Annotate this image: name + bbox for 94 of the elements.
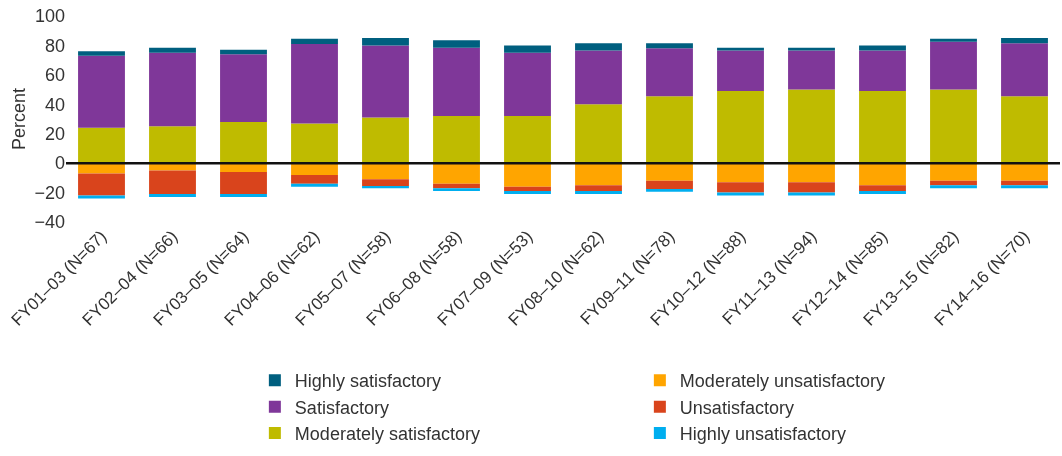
bar [291, 174, 338, 184]
bar [504, 191, 551, 195]
bar [149, 170, 196, 195]
bar [78, 51, 125, 56]
bar [362, 45, 409, 118]
bar [717, 163, 764, 183]
bar [575, 163, 622, 186]
bar [859, 91, 906, 164]
bar [646, 180, 693, 189]
bar [149, 47, 196, 53]
bar [646, 48, 693, 97]
bar [788, 163, 835, 183]
bar [1001, 96, 1048, 164]
bar [504, 186, 551, 192]
y-tick-label: 60 [44, 65, 65, 86]
bar [149, 126, 196, 164]
y-tick-label: −20 [34, 182, 65, 203]
bar [433, 40, 480, 48]
bar [433, 163, 480, 184]
bar [717, 47, 764, 51]
bar [362, 38, 409, 46]
bar [930, 163, 977, 181]
bar [575, 191, 622, 195]
bar [717, 182, 764, 193]
y-tick-label: 0 [54, 153, 65, 174]
bar [1001, 185, 1048, 189]
legend-label: Satisfactory [294, 397, 389, 418]
bar [362, 163, 409, 180]
bar [646, 163, 693, 181]
bar [788, 50, 835, 90]
bar [291, 163, 338, 175]
bar [930, 89, 977, 164]
bar [433, 47, 480, 117]
bar [859, 45, 906, 51]
y-tick-label: 100 [34, 6, 65, 27]
bar [788, 192, 835, 196]
legend-label: Moderately unsatisfactory [679, 371, 885, 392]
bar [149, 194, 196, 197]
bar [1001, 180, 1048, 186]
y-tick-label: −40 [34, 212, 65, 233]
bar [504, 52, 551, 117]
bar [646, 96, 693, 164]
bar [859, 185, 906, 192]
bar [433, 116, 480, 164]
bar [646, 188, 693, 192]
bar [575, 185, 622, 192]
bar [291, 38, 338, 44]
bar [504, 163, 551, 187]
legend-label: Highly unsatisfactory [679, 424, 846, 445]
bar [1001, 163, 1048, 181]
bar [930, 41, 977, 90]
bar [1001, 43, 1048, 97]
bar [859, 191, 906, 195]
bar [362, 179, 409, 186]
bar [291, 43, 338, 124]
bar [788, 89, 835, 164]
y-tick-label: 20 [44, 124, 65, 145]
bar [291, 183, 338, 187]
bar [575, 50, 622, 105]
bar [78, 127, 125, 164]
bar [362, 117, 409, 164]
bar [220, 194, 267, 197]
legend-label: Unsatisfactory [679, 397, 794, 418]
bar [859, 50, 906, 92]
legend-label: Highly satisfactory [294, 371, 441, 392]
y-tick-label: 80 [44, 35, 65, 56]
bar [504, 45, 551, 53]
bar [220, 171, 267, 195]
bar [149, 52, 196, 127]
bar [930, 185, 977, 189]
bar [859, 163, 906, 186]
y-axis-title: Percent [8, 87, 29, 151]
bar [717, 50, 764, 92]
bar [930, 180, 977, 186]
bar [717, 91, 764, 164]
bar [717, 192, 764, 196]
bar [788, 47, 835, 51]
bar [433, 188, 480, 192]
bar [220, 121, 267, 164]
bar [1001, 38, 1048, 44]
bar [220, 54, 267, 122]
bar [930, 38, 977, 42]
bar [504, 116, 551, 164]
y-tick-label: 40 [44, 94, 65, 115]
bar [78, 55, 125, 128]
bar [220, 49, 267, 55]
bar [646, 43, 693, 49]
bar [433, 183, 480, 189]
legend-label: Moderately satisfactory [294, 424, 480, 445]
bar [575, 43, 622, 51]
bar [575, 104, 622, 164]
bar [291, 123, 338, 164]
bar [78, 173, 125, 196]
bar [788, 182, 835, 193]
